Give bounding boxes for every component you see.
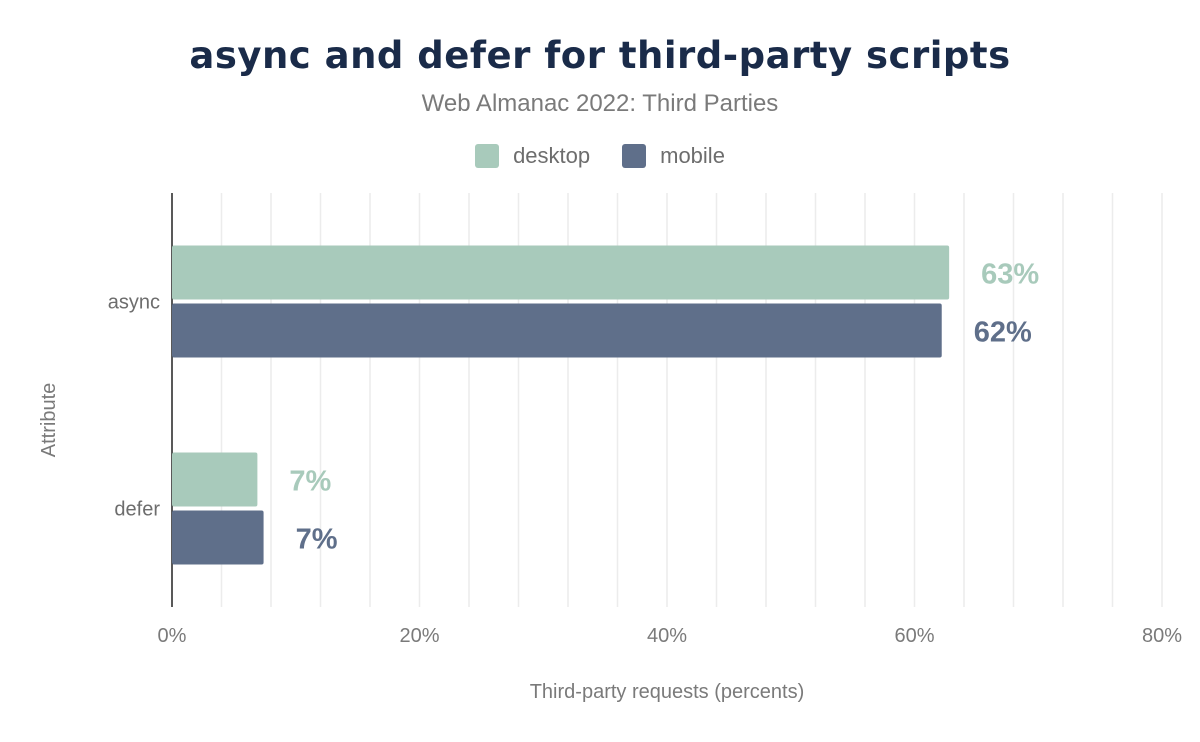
data-label-desktop-defer: 7%	[289, 466, 331, 498]
x-tick-label: 20%	[399, 625, 439, 647]
bar-desktop-async	[172, 245, 950, 300]
data-label-mobile-async: 62%	[974, 317, 1032, 349]
legend-swatch-mobile	[622, 144, 647, 168]
legend-label-mobile: mobile	[660, 143, 725, 168]
x-tick-label: 0%	[158, 625, 187, 647]
y-axis-title: Attribute	[38, 383, 60, 457]
bar-mobile-defer	[172, 510, 264, 565]
bar-desktop-defer	[172, 452, 258, 507]
legend: desktop mobile	[0, 143, 1200, 169]
legend-swatch-desktop	[475, 144, 500, 168]
y-tick-label: async	[108, 292, 160, 314]
legend-label-desktop: desktop	[513, 143, 591, 168]
legend-item-mobile[interactable]: mobile	[622, 143, 725, 169]
x-tick-label: 60%	[894, 625, 934, 647]
x-tick-label: 40%	[647, 625, 687, 647]
data-label-mobile-defer: 7%	[296, 524, 338, 556]
chart-subtitle: Web Almanac 2022: Third Parties	[421, 90, 779, 117]
data-label-desktop-async: 63%	[981, 259, 1039, 291]
bar-mobile-async	[172, 303, 942, 358]
legend-item-desktop[interactable]: desktop	[475, 143, 590, 169]
x-axis-title: Third-party requests (percents)	[530, 681, 805, 703]
x-tick-label: 80%	[1142, 625, 1182, 647]
chart-title: async and defer for third-party scripts	[189, 34, 1011, 77]
y-tick-label: defer	[114, 499, 160, 521]
